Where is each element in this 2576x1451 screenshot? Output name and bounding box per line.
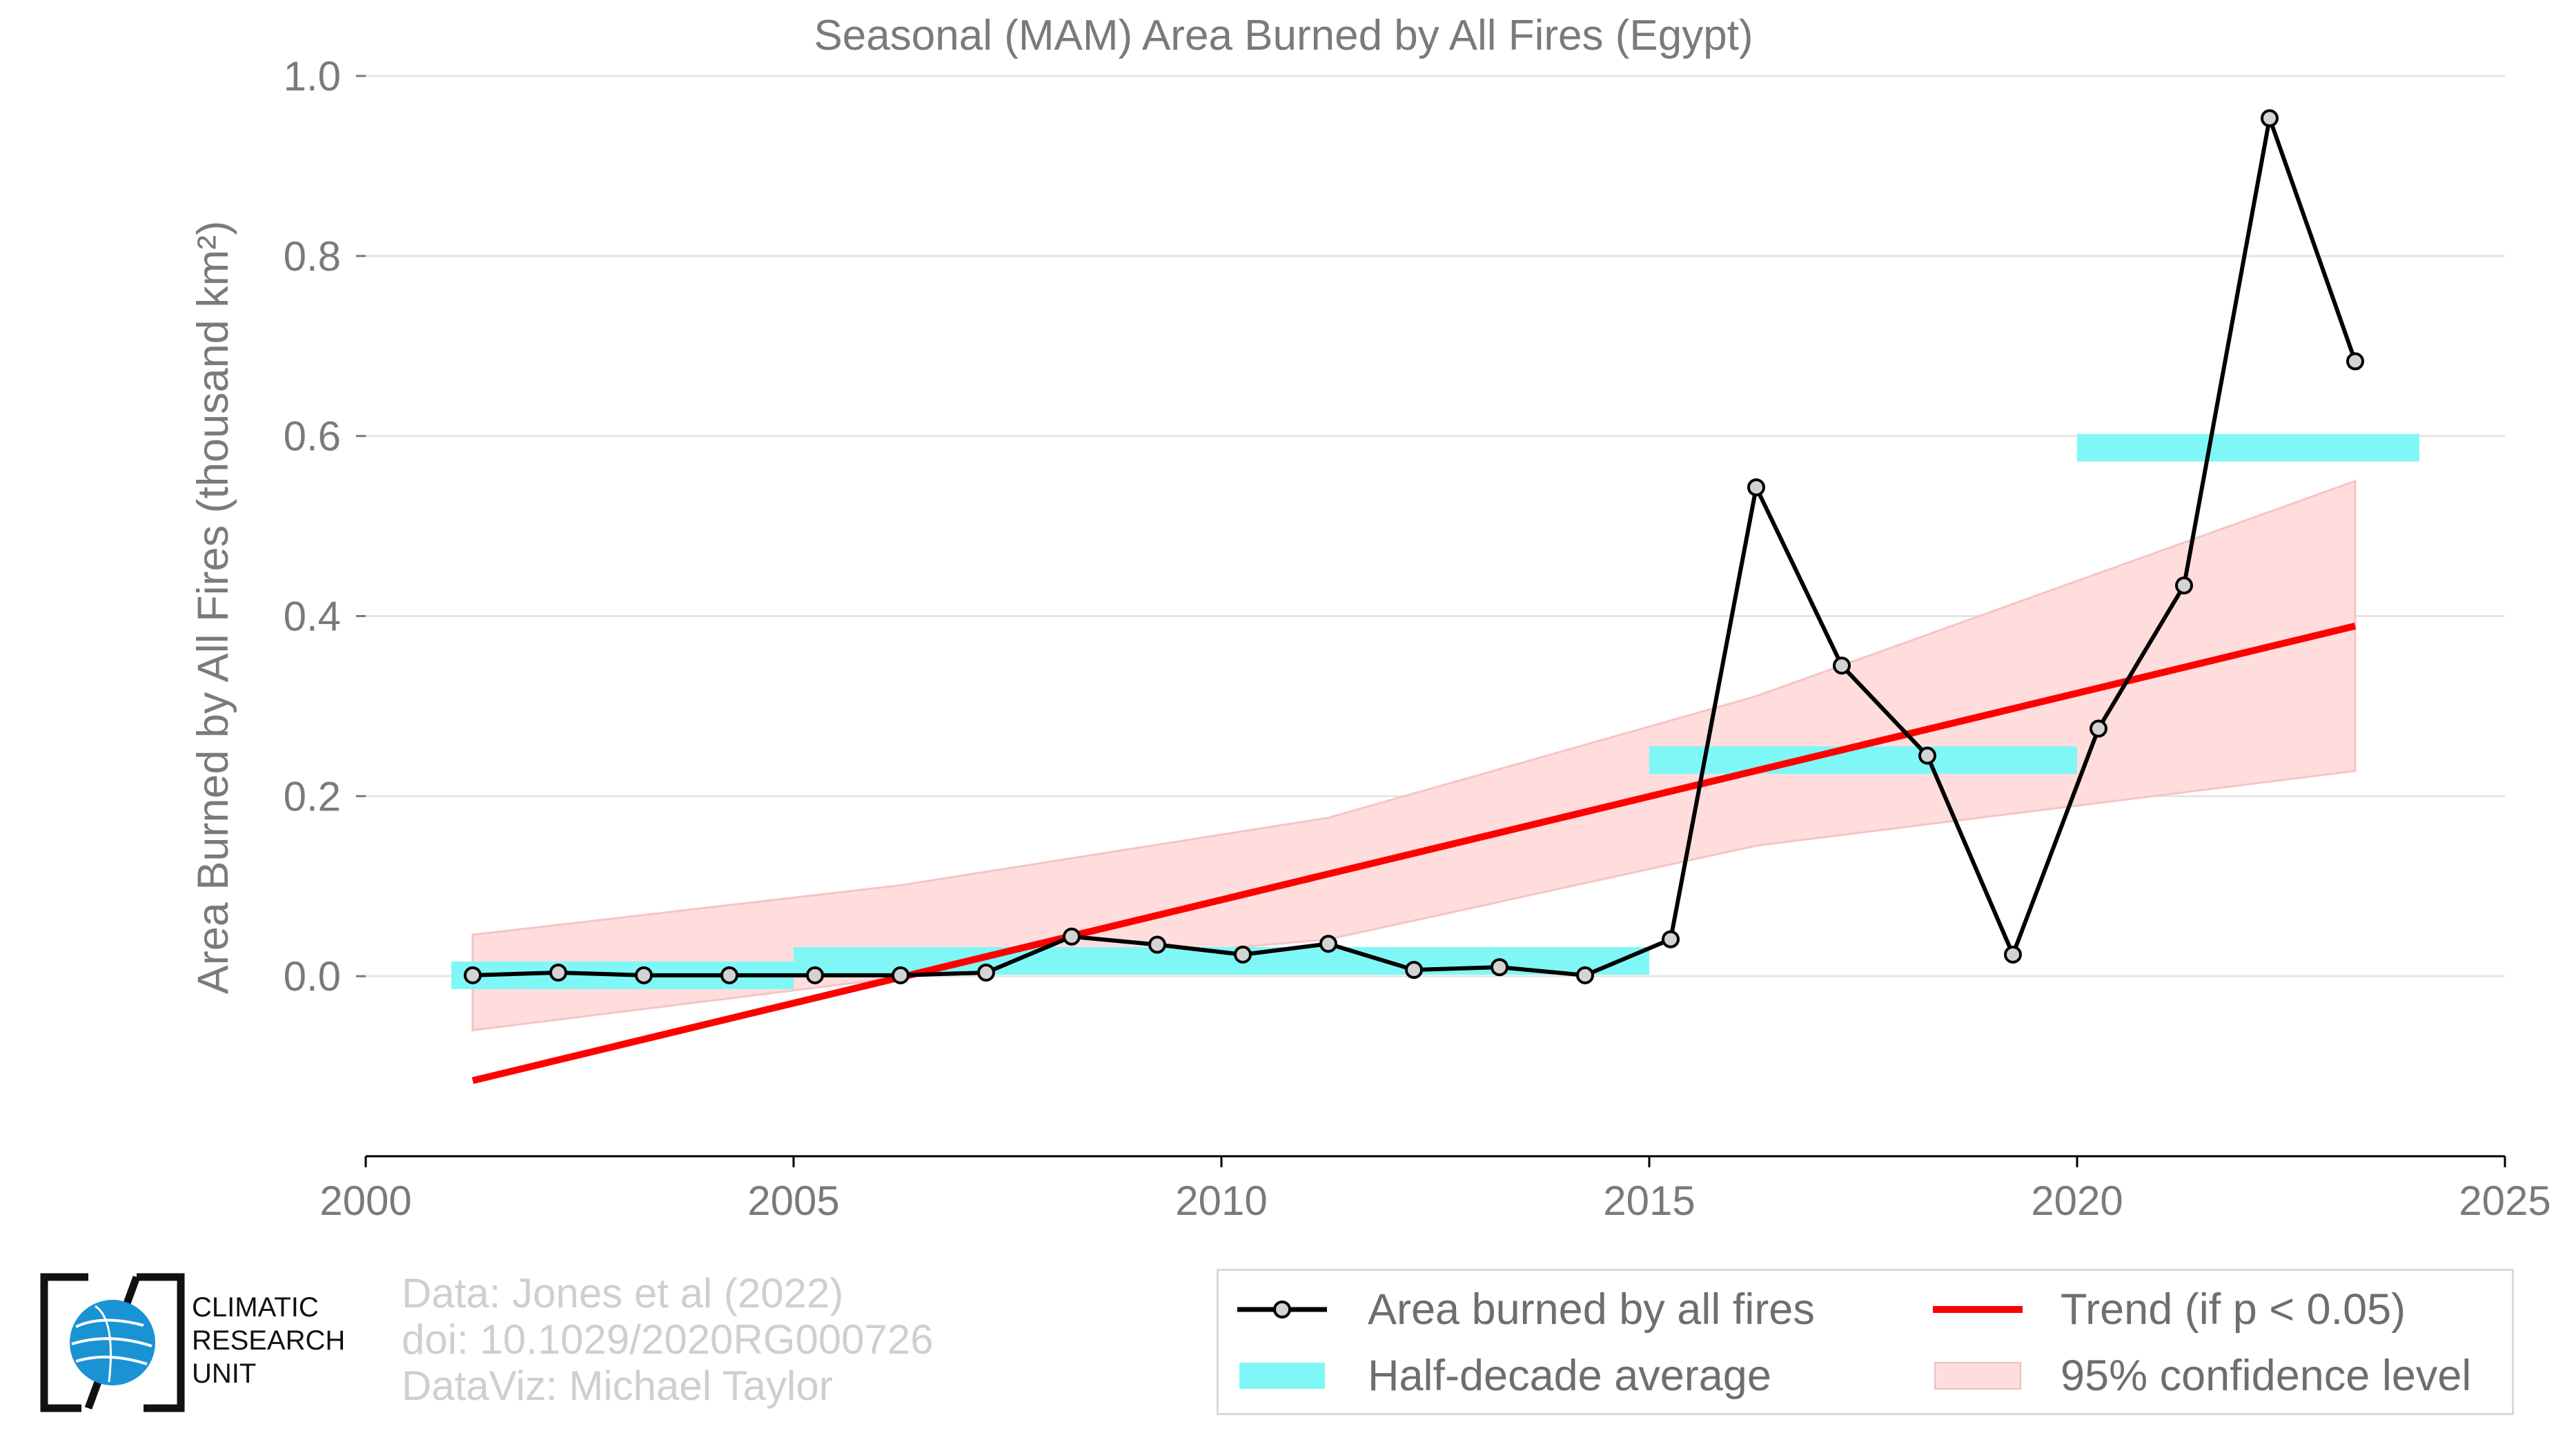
trend-line-group <box>471 622 2357 1084</box>
data-point-7 <box>1063 927 1081 946</box>
cru-logo <box>40 1272 185 1413</box>
red-line-icon <box>1933 1306 2023 1313</box>
chart-title: Seasonal (MAM) Area Burned by All Fires … <box>814 12 1753 59</box>
x-tick-label-1: 2005 <box>747 1178 839 1224</box>
trend-line <box>471 622 2357 1084</box>
y-tick-label-5: 1.0 <box>284 53 341 99</box>
y-tick-label-1: 0.2 <box>284 773 341 819</box>
y-tick-label-4: 0.8 <box>284 233 341 280</box>
half-decade-bar-2 <box>1649 746 2077 775</box>
data-point-18 <box>2004 945 2022 964</box>
legend-label-confidence: 95% confidence level <box>2061 1352 2472 1400</box>
credit-line-2: doi: 10.1029/2020RG000726 <box>402 1316 934 1363</box>
data-point-17 <box>1918 746 1936 765</box>
data-point-2 <box>635 966 653 984</box>
x-tick-label-0: 2000 <box>319 1178 411 1224</box>
data-point-22 <box>2346 352 2364 371</box>
credit-line-1: Data: Jones et al (2022) <box>402 1270 844 1316</box>
y-tick-label-2: 0.4 <box>284 594 341 640</box>
credit-line-3: DataViz: Michael Taylor <box>402 1363 833 1409</box>
data-point-20 <box>2175 576 2193 595</box>
data-point-15 <box>1747 478 1765 497</box>
area-burned-series <box>464 109 2364 984</box>
globe-logo-icon <box>40 1273 185 1412</box>
data-point-3 <box>720 966 738 984</box>
y-tick-label-3: 0.6 <box>284 413 341 460</box>
gridlines <box>366 75 2505 977</box>
data-point-8 <box>1148 935 1166 954</box>
data-point-16 <box>1833 656 1851 675</box>
logo-line-3: UNIT <box>192 1359 257 1389</box>
data-point-12 <box>1491 958 1508 977</box>
data-point-9 <box>1234 945 1252 964</box>
x-axis: 2000 2005 2010 2015 2020 2025 <box>319 1155 2551 1224</box>
logo-line-2: RESEARCH <box>192 1325 346 1356</box>
cyan-bar-icon <box>1239 1363 1325 1389</box>
data-point-6 <box>977 963 995 982</box>
data-point-0 <box>464 966 482 984</box>
data-point-4 <box>806 966 824 984</box>
confidence-band-area <box>471 479 2357 1032</box>
legend: Area burned by all fires Trend (if p < 0… <box>1217 1269 2514 1415</box>
legend-item-area-burned: Area burned by all fires <box>1234 1282 1815 1337</box>
legend-label-area-burned: Area burned by all fires <box>1368 1285 1815 1334</box>
x-tick-label-2: 2010 <box>1175 1178 1267 1224</box>
y-axis-label: Area Burned by All Fires (thousand km²) <box>189 221 237 994</box>
data-point-14 <box>1662 930 1680 948</box>
x-tick-label-5: 2025 <box>2459 1178 2550 1224</box>
data-credits: Data: Jones et al (2022) doi: 10.1029/20… <box>402 1270 934 1409</box>
legend-label-trend: Trend (if p < 0.05) <box>2061 1285 2406 1334</box>
x-tick-label-3: 2015 <box>1603 1178 1695 1224</box>
legend-label-half-decade: Half-decade average <box>1368 1352 1771 1400</box>
data-point-19 <box>2090 719 2107 738</box>
confidence-band <box>471 479 2357 1032</box>
x-tick-label-4: 2020 <box>2031 1178 2123 1224</box>
legend-item-confidence: 95% confidence level <box>1929 1348 2471 1403</box>
data-point-11 <box>1405 961 1423 980</box>
logo-line-1: CLIMATIC <box>192 1292 319 1323</box>
data-point-21 <box>2261 109 2279 128</box>
data-point-1 <box>549 963 567 982</box>
data-point-13 <box>1576 966 1594 984</box>
pink-patch-icon <box>1934 1362 2021 1390</box>
half-decade-bar-3 <box>2077 434 2419 462</box>
data-point-5 <box>892 966 910 984</box>
data-point-10 <box>1319 935 1337 953</box>
y-axis-ticks: 0.0 0.2 0.4 0.6 0.8 1.0 <box>284 53 366 1000</box>
logo-text: CLIMATIC RESEARCH UNIT <box>192 1291 345 1390</box>
line-marker-icon <box>1237 1301 1327 1318</box>
y-tick-label-0: 0.0 <box>284 953 341 1000</box>
legend-item-half-decade: Half-decade average <box>1234 1348 1771 1403</box>
legend-item-trend: Trend (if p < 0.05) <box>1929 1282 2406 1337</box>
